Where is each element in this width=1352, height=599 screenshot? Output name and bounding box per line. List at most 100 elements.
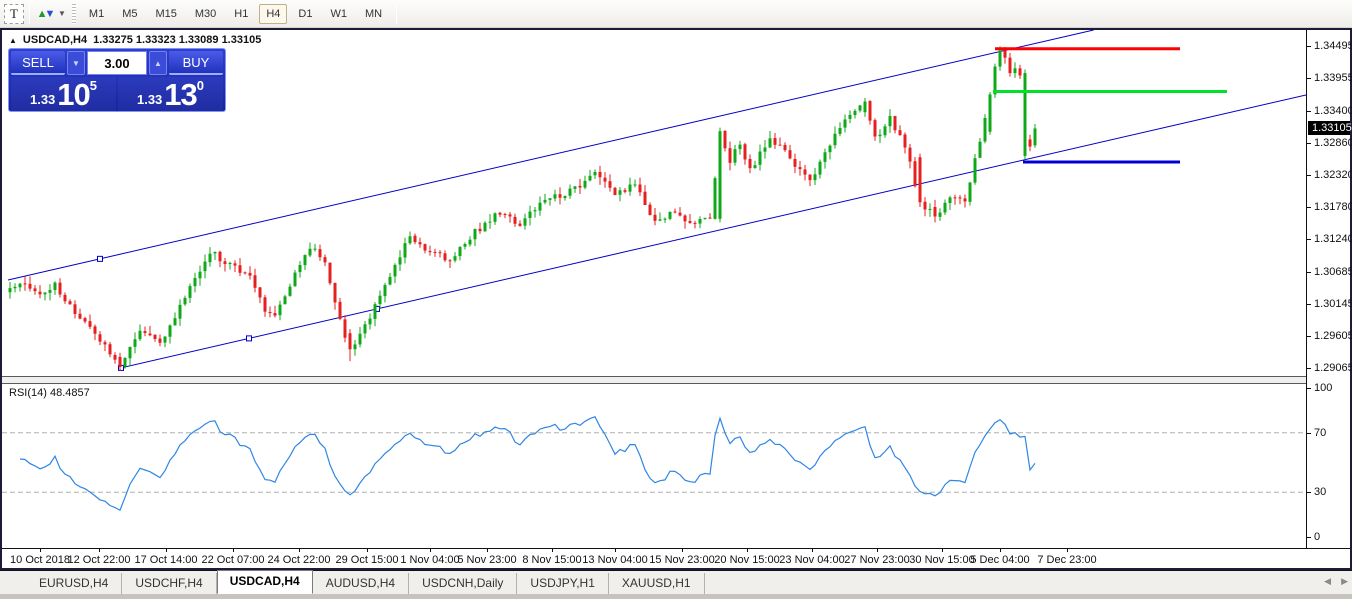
volume-decrease-button[interactable]: ▼ [67,51,85,75]
timeframe-group: M1 M5 M15 M30 H1 H4 D1 W1 MN [80,3,391,24]
timeframe-button-d1[interactable]: D1 [298,7,313,20]
time-axis-label: 7 Dec 23:00 [1037,554,1097,566]
timeframe-button-m5[interactable]: M5 [122,7,138,20]
chart-tab-bar-tabs: EURUSD,H4 USDCHF,H4 USDCAD,H4 AUDUSD,H4 USDC… [26,570,705,594]
pane-divider[interactable] [2,376,1350,384]
candlestick-series [8,46,1037,371]
time-axis-label: 29 Oct 15:00 [335,554,399,566]
time-axis-tick [877,549,878,552]
time-axis-label: 20 Nov 15:00 [714,554,780,566]
chart-tab-usdcnh-daily[interactable]: USDCNH,Daily [409,573,518,594]
right-axis[interactable]: 1.33105 1.34495 1.33955 1.33400 1.32860 1.32… [1306,30,1352,548]
sell-price-pip: 5 [89,78,98,93]
price-axis-tick [1307,367,1311,369]
rsi-axis-label: 100 [1314,382,1333,394]
time-axis-tick [487,549,488,552]
collapse-icon[interactable]: ▲ [9,35,17,45]
channel-handle[interactable] [246,335,252,342]
price-axis-label: 1.31240 [1314,233,1352,245]
sell-button[interactable]: SELL [11,51,65,75]
rsi-chart[interactable] [2,384,1306,548]
time-axis-label: 17 Oct 14:00 [134,554,198,566]
timeframe-button-m30[interactable]: M30 [194,7,217,20]
time-axis-label: 10 Oct 2018 [10,554,70,566]
price-axis-tick [1307,207,1311,208]
chart-tab-eurusd-h4[interactable]: EURUSD,H4 [26,573,123,594]
time-axis-label: 22 Oct 07:00 [201,554,265,566]
time-axis-tick [942,549,943,552]
timeframe-button-mn[interactable]: MN [364,7,383,20]
rsi-axis-label: 0 [1314,531,1321,543]
time-axis-tick [40,549,41,552]
price-axis-tick [1307,143,1311,144]
price-axis-label: 1.32320 [1314,169,1352,181]
buy-price-big: 13 [164,77,197,112]
price-axis-label: 1.34495 [1314,40,1352,53]
time-axis-label: 30 Nov 15:00 [909,554,975,566]
timeframe-button-h4[interactable]: H4 [259,3,288,24]
status-strip [0,594,1352,599]
rsi-line [19,415,1036,512]
price-axis-label: 1.33400 [1314,105,1352,117]
sell-price-base: 1.33 [29,92,56,107]
time-axis-tick [166,549,167,552]
time-axis-label: 1 Nov 04:00 [400,554,460,566]
time-axis-tick [552,549,553,552]
tab-scroll-left-button[interactable]: ◀ [1324,576,1332,586]
volume-input[interactable] [87,51,147,75]
time-axis-tick [367,549,368,552]
price-axis-tick [1307,46,1311,48]
channel-upper-line[interactable] [7,30,1094,281]
timeframe-button-h1[interactable]: H1 [234,7,249,20]
toolbar-separator [396,3,398,24]
chart-tab-bar: EURUSD,H4 USDCHF,H4 USDCAD,H4 AUDUSD,H4 USDC… [0,570,1352,594]
time-axis[interactable]: 10 Oct 2018 12 Oct 22:00 17 Oct 14:00 22 Oc… [2,548,1350,568]
price-axis-tick [1307,111,1311,112]
time-axis-tick [1000,549,1001,552]
time-axis-label: 27 Nov 23:00 [844,554,910,566]
channel-lower-line[interactable] [120,94,1306,369]
price-axis-label: 1.32860 [1314,137,1352,149]
chart-window: ▲ USDCAD,H4 1.33275 1.33323 1.33089 1.33… [0,28,1352,570]
time-axis-tick [430,549,431,552]
time-axis-tick [1067,549,1068,552]
chart-tab-usdjpy-h1[interactable]: USDJPY,H1 [517,573,609,594]
tab-scroll-controls: ◀ ▶ [1324,576,1348,587]
price-chart-pane[interactable]: ▲ USDCAD,H4 1.33275 1.33323 1.33089 1.33… [2,30,1306,376]
indicators-dropdown-caret[interactable]: ▼ [58,9,66,18]
time-axis-tick [615,549,616,552]
rsi-axis-label: 70 [1314,426,1327,439]
timeframe-button-w1[interactable]: W1 [330,7,347,20]
price-axis-label: 1.29605 [1314,329,1352,342]
rsi-indicator-pane[interactable]: RSI(14) 48.4857 [2,384,1306,548]
chart-tab-audusd-h4[interactable]: AUDUSD,H4 [313,573,410,594]
time-axis-tick [99,549,100,552]
sell-price[interactable]: 1.33 10 5 [11,77,116,111]
current-price-tag: 1.33105 [1308,121,1352,136]
time-axis-label: 13 Nov 04:00 [582,554,648,566]
timeframe-button-m1[interactable]: M1 [88,7,105,20]
chart-tab-xauusd-h1[interactable]: XAUUSD,H1 [609,573,705,594]
tab-scroll-right-button[interactable]: ▶ [1341,576,1348,586]
chart-tab-usdchf-h4[interactable]: USDCHF,H4 [122,573,217,594]
channel-handle[interactable] [97,255,103,262]
time-axis-tick [747,549,748,552]
indicators-icon[interactable]: ▲ ▼ [36,7,56,20]
volume-increase-button[interactable]: ▲ [149,51,167,75]
buy-button[interactable]: BUY [169,51,223,75]
price-axis-tick [1307,239,1311,240]
chart-tab-usdcad-h4[interactable]: USDCAD,H4 [216,570,313,594]
trade-widget: SELL ▼ ▲ BUY 1.33 10 5 1.33 13 0 [8,48,226,112]
candlestick-chart[interactable] [2,30,1306,376]
text-tool-icon[interactable]: T [4,3,24,24]
buy-price[interactable]: 1.33 13 0 [118,77,223,111]
rsi-axis-tick [1307,492,1311,494]
timeframe-button-m15[interactable]: M15 [155,7,177,20]
equidistant-channel[interactable] [7,30,1306,371]
rsi-axis-tick [1307,432,1311,434]
time-axis-tick [233,549,234,552]
buy-price-pip: 0 [196,78,205,93]
time-axis-label: 12 Oct 22:00 [67,554,131,566]
time-axis-tick [682,549,683,552]
